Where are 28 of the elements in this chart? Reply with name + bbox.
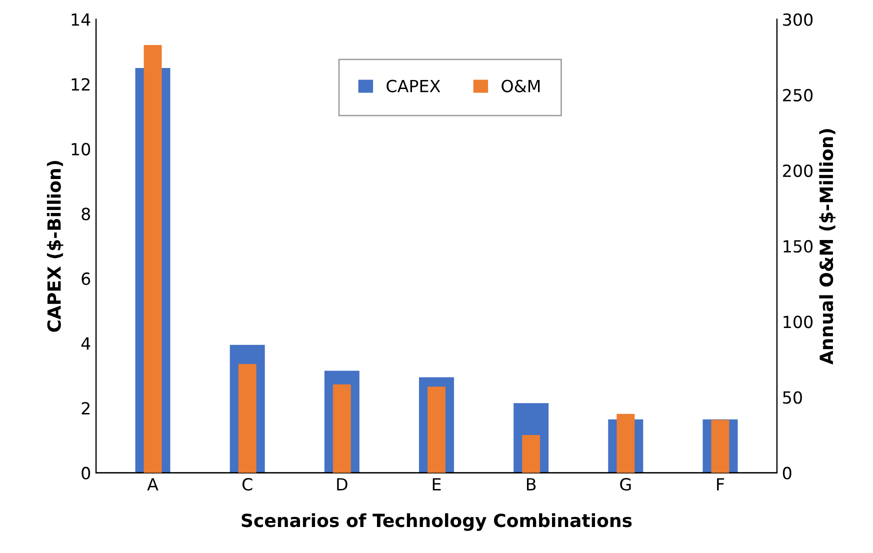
x-tick-label: D bbox=[337, 478, 348, 490]
y-tick-label: 14 bbox=[72, 14, 90, 26]
y2-tick-label: 150 bbox=[784, 240, 813, 253]
legend-label: CAPEX bbox=[386, 80, 440, 92]
y-tick-label: 2 bbox=[82, 402, 90, 414]
y2-tick-label: 250 bbox=[783, 88, 813, 102]
legend-label: O&M bbox=[502, 80, 540, 92]
y2-tick-label: 50 bbox=[783, 391, 802, 404]
y-tick-label: 4 bbox=[81, 337, 90, 350]
x-tick-label: C bbox=[242, 478, 252, 491]
x-tick-label: A bbox=[147, 478, 158, 490]
x-tick-label: F bbox=[717, 478, 724, 490]
y-axis-title: CAPEX ($-Billion) bbox=[46, 160, 64, 332]
y-tick-label: 10 bbox=[72, 142, 90, 156]
y2-tick-label: 100 bbox=[784, 316, 813, 328]
x-axis-title: Scenarios of Technology Combinations bbox=[242, 513, 632, 531]
y-tick-label: 6 bbox=[82, 272, 90, 286]
x-tick-label: G bbox=[620, 478, 631, 491]
y-tick-label: 12 bbox=[72, 78, 90, 90]
y2-axis-title: Annual O&M ($-Million) bbox=[819, 129, 836, 365]
y2-tick-label: 0 bbox=[782, 466, 792, 480]
x-tick-label: E bbox=[432, 478, 441, 490]
bar bbox=[522, 435, 540, 473]
y2-tick-label: 300 bbox=[783, 13, 813, 26]
y2-tick-label: 200 bbox=[783, 164, 813, 178]
x-tick-label: B bbox=[526, 478, 536, 490]
y-tick-label: 8 bbox=[82, 208, 90, 220]
y-tick-label: 0 bbox=[82, 466, 90, 480]
